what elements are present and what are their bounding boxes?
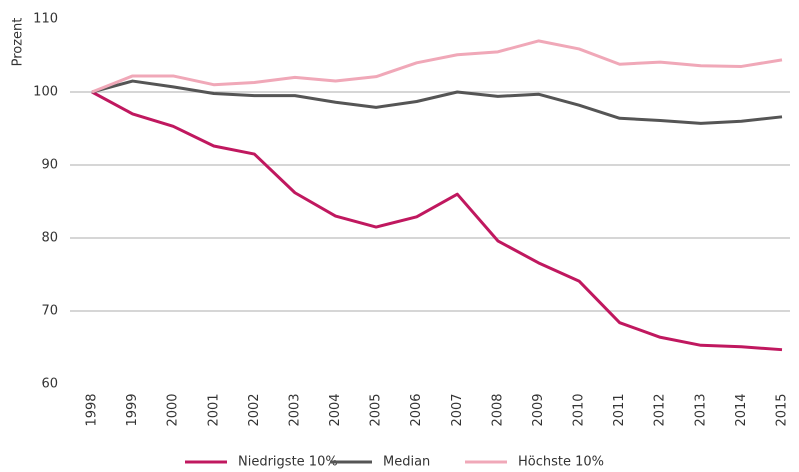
x-tick-label: 2011 bbox=[612, 393, 627, 426]
line-series bbox=[91, 90, 783, 352]
x-tick-label: 1998 bbox=[85, 393, 100, 426]
x-tick-label: 2012 bbox=[653, 393, 668, 426]
x-tick-label: 2009 bbox=[531, 393, 546, 426]
y-tick-label: 60 bbox=[41, 377, 58, 392]
legend-label: Höchste 10% bbox=[518, 455, 604, 470]
x-tick-label: 2008 bbox=[490, 393, 505, 426]
y-tick-label: 70 bbox=[41, 304, 58, 319]
x-tick-label: 2003 bbox=[287, 393, 302, 426]
legend-label: Niedrigste 10% bbox=[238, 455, 338, 470]
x-tick-label: 2005 bbox=[369, 393, 384, 426]
x-tick-label: 2014 bbox=[734, 393, 749, 426]
x-tick-label: 2010 bbox=[572, 393, 587, 426]
y-axis-label: Prozent bbox=[11, 18, 26, 67]
x-tick-label: 2006 bbox=[409, 393, 424, 426]
y-tick-label: 80 bbox=[41, 231, 58, 246]
x-tick-label: 2007 bbox=[450, 393, 465, 426]
y-tick-label: 100 bbox=[33, 85, 58, 100]
x-tick-label: 2015 bbox=[775, 393, 790, 426]
x-tick-label: 1999 bbox=[125, 393, 140, 426]
y-tick-label: 110 bbox=[33, 12, 58, 27]
legend-label: Median bbox=[383, 455, 430, 470]
y-tick-label: 90 bbox=[41, 158, 58, 173]
x-tick-label: 2004 bbox=[328, 393, 343, 426]
line-series bbox=[91, 79, 783, 125]
x-tick-label: 2002 bbox=[247, 393, 262, 426]
x-tick-label: 2001 bbox=[206, 393, 221, 426]
x-tick-label: 2013 bbox=[693, 393, 708, 426]
x-tick-label: 2000 bbox=[166, 393, 181, 426]
line-series bbox=[91, 39, 783, 94]
